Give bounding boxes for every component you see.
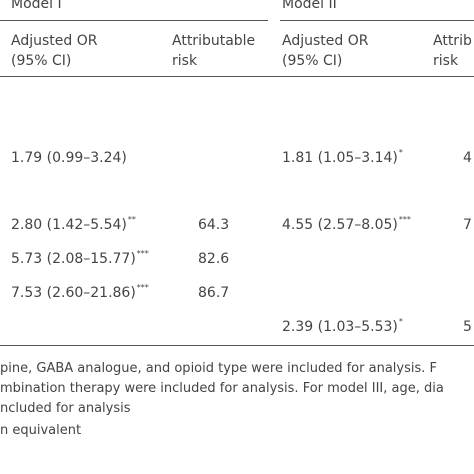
row-4-m1-or: 7.53 (2.60–21.86)*** bbox=[11, 283, 149, 301]
col-m1-or-line1: Adjusted OR bbox=[11, 33, 98, 49]
footnote-1: pine, GABA analogue, and opioid type wer… bbox=[0, 361, 437, 376]
footnote-4: n equivalent bbox=[0, 423, 82, 438]
rule-model-1 bbox=[0, 20, 268, 21]
col-m1-ar-line2: risk bbox=[172, 53, 198, 69]
row-1-m2-ar: 4 bbox=[463, 150, 472, 166]
footnote-2: mbination therapy were included for anal… bbox=[0, 381, 444, 396]
row-1-m1-or: 1.79 (0.99–3.24) bbox=[11, 150, 127, 166]
row-2-m2-ar: 7 bbox=[463, 217, 472, 233]
row-2-m1-or: 2.80 (1.42–5.54)** bbox=[11, 215, 136, 233]
table-bottom-rule bbox=[0, 345, 474, 346]
row-1-m2-or: 1.81 (1.05–3.14)* bbox=[282, 148, 403, 166]
header-model-1: Model I bbox=[11, 0, 62, 12]
row-5-m2-or: 2.39 (1.03–5.53)* bbox=[282, 317, 403, 335]
col-m2-or-line2: (95% CI) bbox=[282, 53, 343, 69]
header-bottom-rule bbox=[0, 76, 474, 77]
rule-model-2 bbox=[280, 20, 474, 21]
col-m1-or-line2: (95% CI) bbox=[11, 53, 72, 69]
col-m2-ar-line2: risk bbox=[433, 53, 459, 69]
header-model-2: Model II bbox=[282, 0, 337, 12]
col-m2-ar-line1: Attrib bbox=[433, 33, 472, 49]
row-2-m1-ar: 64.3 bbox=[198, 217, 230, 233]
col-m1-ar-line1: Attributable bbox=[172, 33, 256, 49]
row-3-m1-or: 5.73 (2.08–15.77)*** bbox=[11, 249, 149, 267]
row-2-m2-or: 4.55 (2.57–8.05)*** bbox=[282, 215, 411, 233]
col-m2-or-line1: Adjusted OR bbox=[282, 33, 369, 49]
row-4-m1-ar: 86.7 bbox=[198, 285, 230, 301]
row-3-m1-ar: 82.6 bbox=[198, 251, 230, 267]
footnote-3: ncluded for analysis bbox=[0, 401, 131, 416]
row-5-m2-ar: 5 bbox=[463, 319, 472, 335]
